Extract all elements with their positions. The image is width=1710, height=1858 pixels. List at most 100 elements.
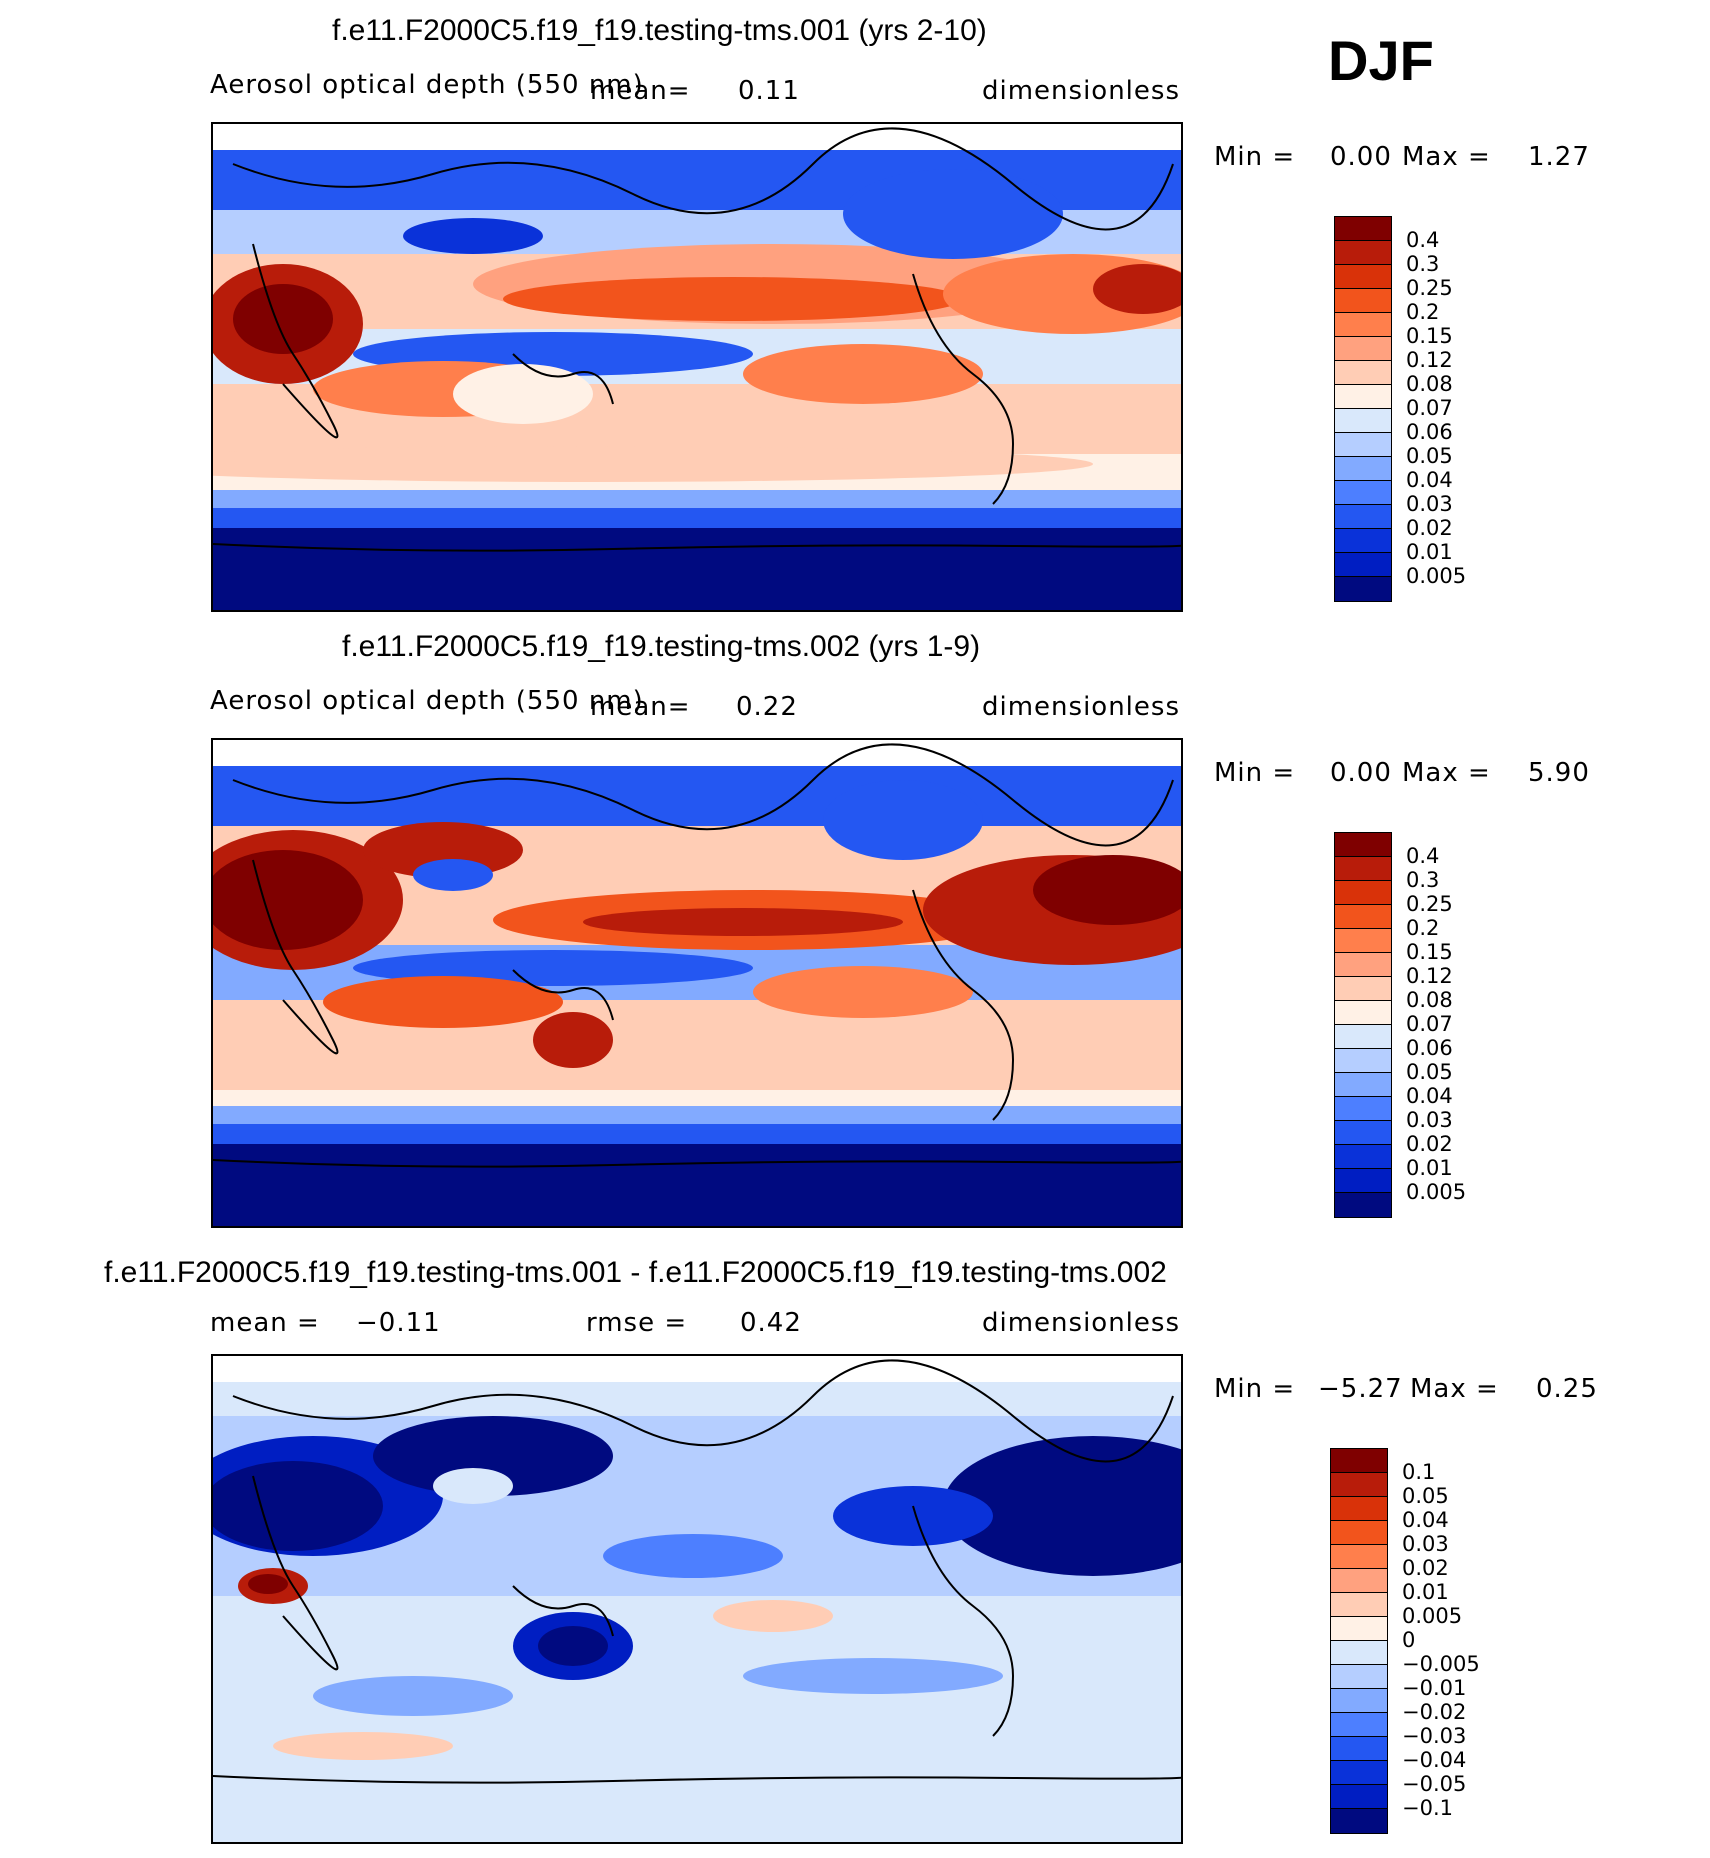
- colorbar-swatch: [1335, 953, 1391, 977]
- colorbar-tick-label: 0.15: [1406, 940, 1453, 964]
- colorbar-swatch: [1335, 857, 1391, 881]
- colorbar-swatch: [1335, 241, 1391, 265]
- colorbar-tick-label: −0.04: [1402, 1748, 1467, 1772]
- panel2-units: dimensionless: [982, 692, 1180, 722]
- colorbar-swatch: [1335, 265, 1391, 289]
- colorbar-tick-label: 0.2: [1406, 916, 1440, 940]
- colorbar-tick-label: 0: [1402, 1628, 1416, 1652]
- panel1-min-label: Min =: [1214, 142, 1296, 172]
- colorbar-tick-label: 0.12: [1406, 348, 1453, 372]
- colorbar-swatch: [1335, 1145, 1391, 1169]
- panel1-field: [213, 124, 1181, 610]
- colorbar-swatch: [1335, 529, 1391, 553]
- colorbar-tick-label: 0.05: [1406, 444, 1453, 468]
- panel2-title: f.e11.F2000C5.f19_f19.testing-tms.002 (y…: [342, 630, 981, 663]
- colorbar-tick-label: 0.01: [1406, 540, 1453, 564]
- colorbar-tick-label: 0.04: [1402, 1508, 1449, 1532]
- colorbar-swatch: [1331, 1641, 1387, 1665]
- colorbar-tick-label: 0.03: [1402, 1532, 1449, 1556]
- colorbar-swatch: [1335, 905, 1391, 929]
- panel3-title: f.e11.F2000C5.f19_f19.testing-tms.001 - …: [104, 1256, 1167, 1289]
- colorbar-swatch: [1335, 1025, 1391, 1049]
- colorbar-swatch: [1331, 1665, 1387, 1689]
- colorbar-tick-label: 0.01: [1402, 1580, 1449, 1604]
- panel3-colorbar: [1330, 1448, 1388, 1834]
- colorbar-tick-label: −0.005: [1402, 1652, 1480, 1676]
- colorbar-tick-label: 0.04: [1406, 468, 1453, 492]
- colorbar-tick-label: 0.07: [1406, 1012, 1453, 1036]
- panel2-min-value: 0.00: [1330, 758, 1392, 788]
- panel2-mean-label: mean=: [590, 692, 691, 722]
- colorbar-tick-label: 0.02: [1406, 1132, 1453, 1156]
- panel2-variable: Aerosol optical depth (550 nm): [210, 686, 644, 716]
- panel3-max-label: Max =: [1410, 1374, 1499, 1404]
- colorbar-tick-label: 0.005: [1406, 564, 1467, 588]
- colorbar-swatch: [1331, 1737, 1387, 1761]
- panel3-rmse-label: rmse =: [586, 1308, 688, 1338]
- colorbar-swatch: [1331, 1713, 1387, 1737]
- colorbar-tick-label: 0.2: [1406, 300, 1440, 324]
- panel3-mean-value: −0.11: [356, 1308, 441, 1338]
- colorbar-tick-label: 0.3: [1406, 252, 1440, 276]
- colorbar-swatch: [1335, 1049, 1391, 1073]
- colorbar-tick-label: 0.005: [1402, 1604, 1463, 1628]
- colorbar-tick-label: −0.1: [1402, 1796, 1453, 1820]
- colorbar-tick-label: 0.4: [1406, 844, 1440, 868]
- colorbar-swatch: [1331, 1593, 1387, 1617]
- panel1-variable: Aerosol optical depth (550 nm): [210, 70, 644, 100]
- colorbar-tick-label: 0.25: [1406, 276, 1453, 300]
- colorbar-swatch: [1331, 1809, 1387, 1833]
- panel2-map: [211, 738, 1183, 1228]
- colorbar-swatch: [1335, 1169, 1391, 1193]
- colorbar-swatch: [1331, 1521, 1387, 1545]
- colorbar-swatch: [1335, 1001, 1391, 1025]
- colorbar-swatch: [1335, 361, 1391, 385]
- colorbar-tick-label: 0.03: [1406, 1108, 1453, 1132]
- colorbar-swatch: [1335, 409, 1391, 433]
- colorbar-tick-label: 0.08: [1406, 372, 1453, 396]
- colorbar-tick-label: −0.01: [1402, 1676, 1467, 1700]
- panel1-mean-label: mean=: [590, 76, 691, 106]
- colorbar-tick-label: 0.06: [1406, 420, 1453, 444]
- colorbar-swatch: [1335, 929, 1391, 953]
- panel2-field: [213, 740, 1181, 1226]
- panel2-max-label: Max =: [1402, 758, 1491, 788]
- colorbar-swatch: [1335, 313, 1391, 337]
- colorbar-tick-label: 0.15: [1406, 324, 1453, 348]
- colorbar-tick-label: 0.05: [1406, 1060, 1453, 1084]
- colorbar-swatch: [1335, 385, 1391, 409]
- colorbar-tick-label: 0.3: [1406, 868, 1440, 892]
- colorbar-swatch: [1331, 1569, 1387, 1593]
- colorbar-swatch: [1331, 1449, 1387, 1473]
- colorbar-tick-label: −0.02: [1402, 1700, 1467, 1724]
- panel3-max-value: 0.25: [1536, 1374, 1598, 1404]
- panel3-units: dimensionless: [982, 1308, 1180, 1338]
- panel3-rmse-value: 0.42: [740, 1308, 802, 1338]
- colorbar-swatch: [1331, 1617, 1387, 1641]
- colorbar-swatch: [1335, 1073, 1391, 1097]
- colorbar-swatch: [1331, 1497, 1387, 1521]
- colorbar-tick-label: 0.08: [1406, 988, 1453, 1012]
- panel1-max-label: Max =: [1402, 142, 1491, 172]
- colorbar-swatch: [1335, 505, 1391, 529]
- panel2-mean-value: 0.22: [736, 692, 798, 722]
- colorbar-tick-label: 0.05: [1402, 1484, 1449, 1508]
- panel2-min-label: Min =: [1214, 758, 1296, 788]
- colorbar-tick-label: −0.05: [1402, 1772, 1467, 1796]
- panel2-colorbar: [1334, 832, 1392, 1218]
- panel3-map: [211, 1354, 1183, 1844]
- colorbar-swatch: [1335, 881, 1391, 905]
- panel1-min-value: 0.00: [1330, 142, 1392, 172]
- colorbar-swatch: [1335, 217, 1391, 241]
- colorbar-swatch: [1335, 433, 1391, 457]
- colorbar-swatch: [1331, 1473, 1387, 1497]
- colorbar-swatch: [1335, 553, 1391, 577]
- panel1-max-value: 1.27: [1528, 142, 1590, 172]
- colorbar-tick-label: 0.02: [1402, 1556, 1449, 1580]
- panel1-units: dimensionless: [982, 76, 1180, 106]
- colorbar-tick-label: 0.12: [1406, 964, 1453, 988]
- colorbar-swatch: [1331, 1761, 1387, 1785]
- panel3-min-value: −5.27: [1318, 1374, 1403, 1404]
- colorbar-tick-label: 0.06: [1406, 1036, 1453, 1060]
- colorbar-swatch: [1335, 977, 1391, 1001]
